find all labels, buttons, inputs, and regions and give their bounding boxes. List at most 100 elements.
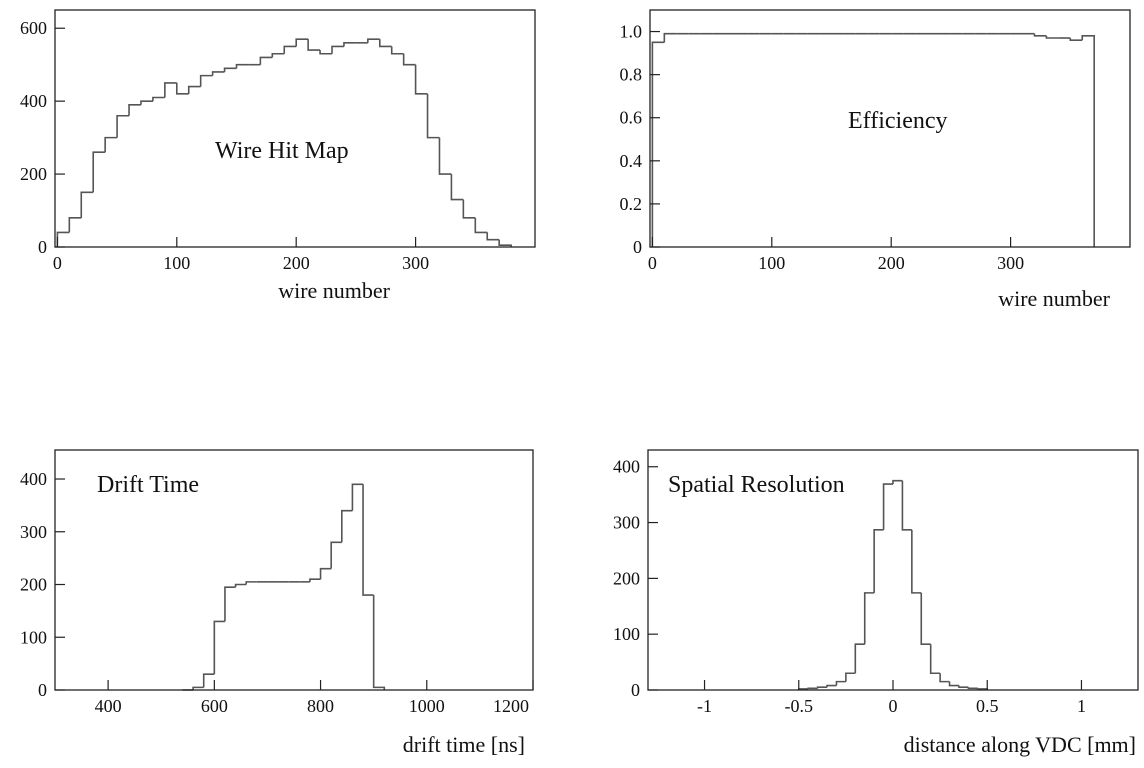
y-tick-label: 400 [20, 91, 47, 111]
histogram-bin [390, 46, 404, 55]
histogram-bin [948, 681, 959, 687]
histogram-bin [854, 643, 865, 674]
histogram-bin [330, 541, 342, 569]
histogram-bin [223, 67, 237, 72]
y-tick-label: 600 [20, 18, 47, 38]
annotation: Spatial Resolution [668, 472, 845, 498]
x-tick-label: 0 [648, 253, 657, 273]
histogram-bin [438, 137, 452, 175]
x-tick-label: 1000 [409, 696, 445, 716]
histogram-bin [929, 644, 941, 675]
histogram-bin [378, 39, 392, 48]
histogram-bin [259, 56, 273, 65]
histogram-bin [367, 38, 380, 43]
y-tick-label: 100 [20, 627, 47, 647]
histogram-bin [911, 529, 922, 594]
histogram-bin [892, 479, 903, 485]
y-tick-label: 200 [20, 575, 47, 595]
x-axis-label: wire number [998, 286, 1110, 311]
y-tick-label: 0 [633, 237, 642, 257]
x-tick-label: 0 [889, 696, 898, 716]
histogram-bin [307, 39, 321, 51]
histogram-bin [116, 114, 130, 138]
histogram-bin [319, 50, 333, 55]
y-tick-label: 0.4 [620, 151, 643, 171]
histogram-bin [1033, 33, 1047, 37]
y-tick-label: 100 [613, 624, 640, 644]
histogram-bin [104, 136, 118, 153]
histogram-bin [462, 199, 476, 219]
x-tick-label: 0 [53, 253, 62, 273]
x-tick-label: 200 [878, 253, 905, 273]
histogram-bin [192, 686, 204, 690]
histogram-bin [450, 174, 464, 201]
plot-frame [54, 9, 536, 248]
x-tick-label: 100 [163, 253, 190, 273]
plot-frame [647, 449, 1139, 691]
histogram-bin [343, 42, 356, 47]
histogram-bin [426, 93, 440, 139]
histogram-bin [319, 567, 332, 580]
histogram-bin [202, 673, 215, 688]
histogram-bin [295, 38, 309, 47]
y-tick-label: 200 [613, 568, 640, 588]
y-tick-label: 0.6 [620, 108, 643, 128]
x-axis-label: drift time [ns] [403, 732, 525, 757]
histogram-bin [863, 592, 875, 645]
histogram-bin [68, 217, 82, 233]
histogram-bin [152, 96, 165, 102]
y-tick-label: 200 [20, 164, 47, 184]
histogram-bin [92, 151, 106, 193]
histogram-bin [845, 672, 856, 682]
x-tick-label: 800 [307, 696, 334, 716]
y-tick-label: 300 [20, 522, 47, 542]
y-tick-label: 0.2 [620, 194, 643, 214]
y-tick-label: 0 [38, 680, 47, 700]
histogram-bin [498, 239, 512, 247]
histogram-bin [140, 100, 153, 105]
annotation: Wire Hit Map [215, 138, 349, 164]
histogram-bin [882, 483, 893, 530]
x-tick-label: 0.5 [976, 696, 999, 716]
histogram-bin [211, 71, 225, 76]
histogram-bin [362, 484, 374, 596]
annotation: Drift Time [97, 472, 199, 498]
x-tick-label: -1 [697, 696, 712, 716]
x-tick-label: 300 [402, 253, 429, 273]
y-tick-label: 0 [38, 237, 47, 257]
y-tick-label: 0.8 [620, 65, 643, 85]
histogram-bin [958, 685, 969, 689]
y-tick-label: 400 [20, 469, 47, 489]
histogram-bin [164, 82, 177, 98]
plot-frame [649, 9, 1131, 248]
y-tick-label: 0 [631, 680, 640, 700]
histogram-bin [224, 586, 236, 622]
y-tick-label: 1.0 [620, 22, 643, 42]
histogram-bin [939, 673, 950, 683]
histogram-bin [199, 74, 213, 87]
histogram-bin [235, 63, 249, 69]
annotation: Efficiency [848, 108, 948, 134]
histogram-bin [80, 191, 94, 218]
histogram-bin [309, 578, 321, 582]
histogram-bin [187, 85, 201, 94]
histogram-bin [967, 687, 978, 690]
histogram-bin [56, 231, 70, 247]
histogram-bin [331, 45, 344, 54]
histogram-bin [234, 583, 247, 588]
histogram-bin [651, 41, 665, 247]
histogram-bin [920, 592, 931, 646]
histogram-bin [341, 509, 353, 543]
histogram-bin [351, 483, 364, 511]
histogram-bin [372, 595, 386, 690]
histogram-bin [816, 686, 828, 689]
x-tick-label: 1200 [493, 696, 529, 716]
y-tick-label: 400 [613, 457, 640, 477]
x-tick-label: 200 [283, 253, 310, 273]
histogram-bin [1069, 38, 1083, 41]
histogram-bin [271, 52, 285, 58]
histogram-bin [402, 53, 416, 66]
histogram-bin [663, 32, 677, 43]
histogram-bin [128, 104, 141, 116]
